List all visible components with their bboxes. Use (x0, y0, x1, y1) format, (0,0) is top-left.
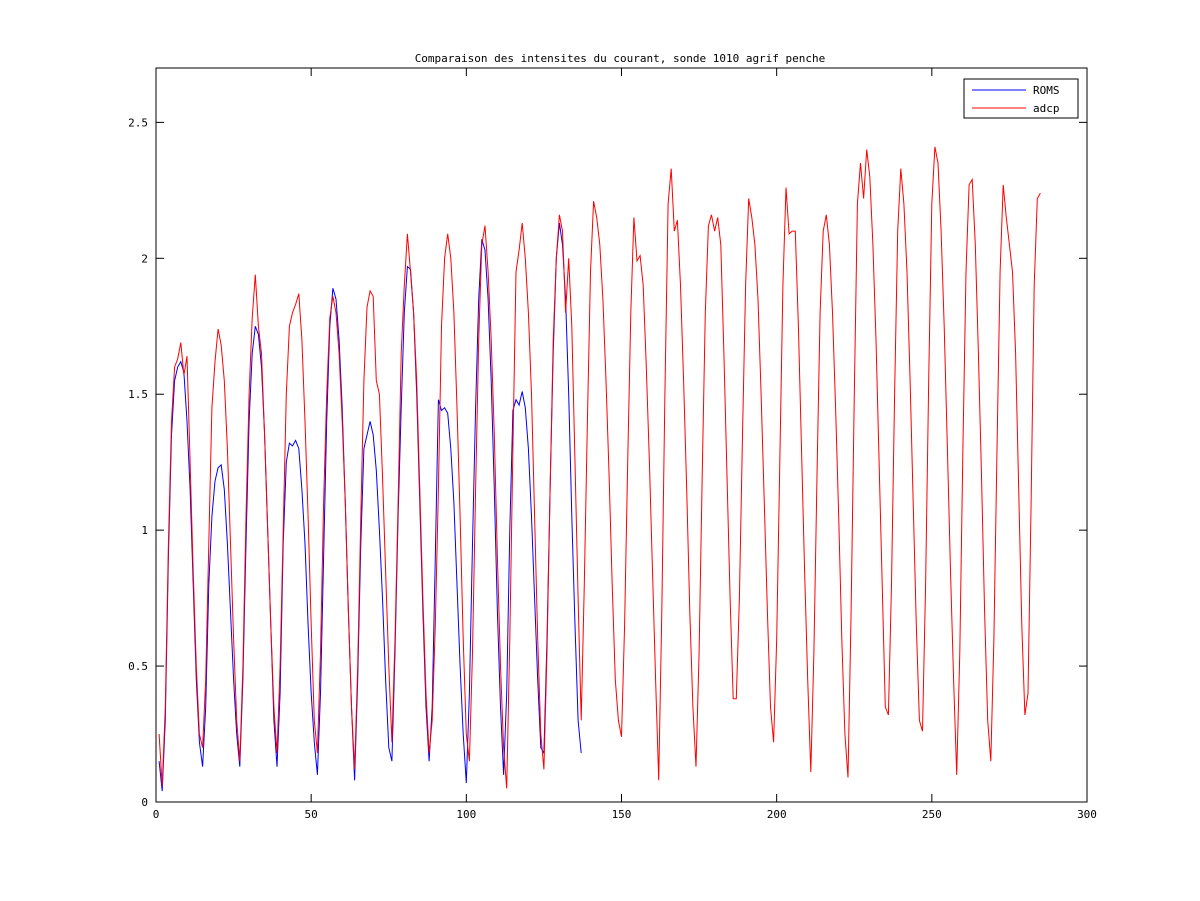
y-tick-label: 2 (141, 252, 148, 265)
x-tick-label: 0 (153, 808, 160, 821)
legend-label-adcp: adcp (1033, 102, 1060, 115)
x-tick-label: 50 (305, 808, 318, 821)
legend: ROMS adcp (963, 78, 1079, 119)
x-tick-label: 250 (922, 808, 942, 821)
x-tick-label: 300 (1077, 808, 1097, 821)
y-tick-label: 1 (141, 524, 148, 537)
legend-box (963, 78, 1079, 119)
series-line-roms (158, 222, 582, 792)
y-tick-label: 2.5 (128, 116, 148, 129)
legend-label-roms: ROMS (1033, 84, 1060, 97)
x-tick-label: 100 (456, 808, 476, 821)
plot-background (156, 68, 1087, 802)
x-tick-label: 200 (767, 808, 787, 821)
y-tick-label: 0.5 (128, 660, 148, 673)
x-tick-label: 150 (612, 808, 632, 821)
plot-area (156, 68, 1087, 802)
series-line-adcp (158, 146, 1041, 789)
y-tick-label: 1.5 (128, 388, 148, 401)
chart-title: Comparaison des intensites du courant, s… (415, 52, 826, 65)
axes: 0 50 100 150 200 250 300 0 0.5 1 1.5 2 2.5 (128, 67, 1097, 821)
y-tick-label: 0 (141, 796, 148, 809)
